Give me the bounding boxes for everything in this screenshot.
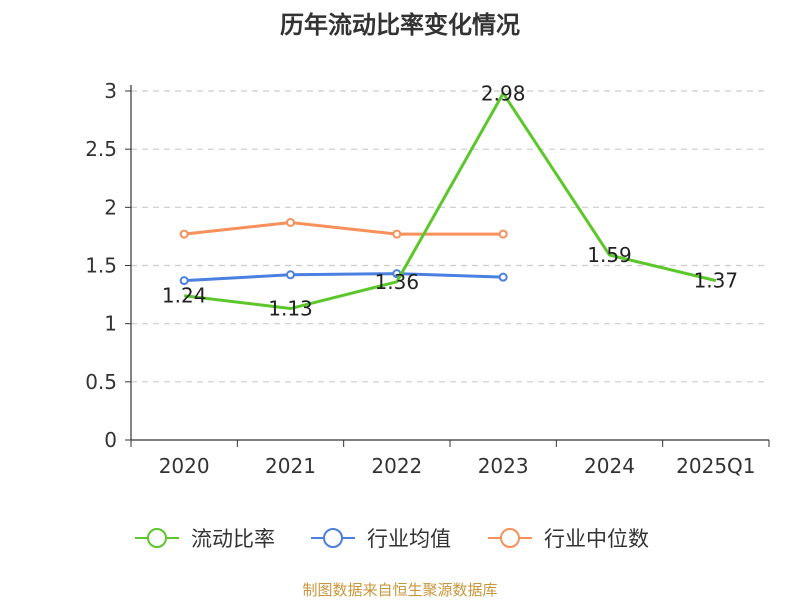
data-point bbox=[392, 229, 402, 239]
series bbox=[179, 91, 717, 311]
data-label: 2.98 bbox=[481, 81, 526, 105]
series-line-1 bbox=[184, 272, 504, 283]
legend-marker bbox=[323, 528, 343, 548]
x-tick-label: 2025Q1 bbox=[676, 454, 755, 478]
data-label: 1.24 bbox=[162, 284, 207, 308]
legend-marker bbox=[147, 528, 167, 548]
y-tick-label: 0 bbox=[104, 428, 117, 452]
legend-label: 流动比率 bbox=[191, 527, 275, 551]
y-tick-label: 1.5 bbox=[85, 254, 117, 278]
y-tick-label: 2 bbox=[104, 195, 117, 219]
data-point bbox=[179, 276, 189, 286]
source-note: 制图数据来自恒生聚源数据库 bbox=[302, 581, 497, 599]
chart-title: 历年流动比率变化情况 bbox=[280, 11, 520, 39]
legend-marker bbox=[500, 528, 520, 548]
data-label: 1.59 bbox=[587, 243, 632, 267]
legend-item-2[interactable]: 行业中位数 bbox=[488, 527, 649, 551]
legend-label: 行业中位数 bbox=[544, 527, 649, 551]
legend-label: 行业均值 bbox=[367, 527, 451, 551]
data-point bbox=[498, 229, 508, 239]
legend[interactable]: 流动比率 行业均值 行业中位数 bbox=[135, 527, 649, 551]
data-point bbox=[286, 217, 295, 227]
data-label: 1.36 bbox=[375, 270, 420, 294]
data-point bbox=[498, 272, 508, 282]
series-line-0 bbox=[183, 91, 717, 311]
data-label: 1.37 bbox=[694, 269, 739, 293]
legend-item-1[interactable]: 行业均值 bbox=[311, 527, 451, 551]
x-tick-label: 2021 bbox=[265, 454, 316, 478]
series-line-2 bbox=[184, 220, 504, 236]
y-tick-label: 0.5 bbox=[85, 370, 117, 394]
y-tick-label: 2.5 bbox=[85, 137, 117, 161]
grid bbox=[131, 90, 769, 383]
x-tick-label: 2024 bbox=[584, 454, 635, 478]
data-label: 1.13 bbox=[268, 297, 313, 321]
data-point bbox=[179, 229, 189, 239]
x-tick-label: 2020 bbox=[159, 454, 210, 478]
data-labels: 1.24 1.13 1.36 2.98 1.59 1.37 bbox=[162, 81, 738, 320]
data-point bbox=[286, 270, 295, 280]
legend-item-0[interactable]: 流动比率 bbox=[135, 527, 275, 551]
axes: 0 0.5 1 1.5 2 2.5 3 2020 2021 2022 2023 2024 2025Q1 bbox=[85, 79, 770, 478]
y-tick-label: 1 bbox=[104, 312, 117, 336]
y-tick-label: 3 bbox=[104, 79, 117, 103]
x-tick-label: 2023 bbox=[478, 454, 529, 478]
x-tick-label: 2022 bbox=[371, 454, 422, 478]
